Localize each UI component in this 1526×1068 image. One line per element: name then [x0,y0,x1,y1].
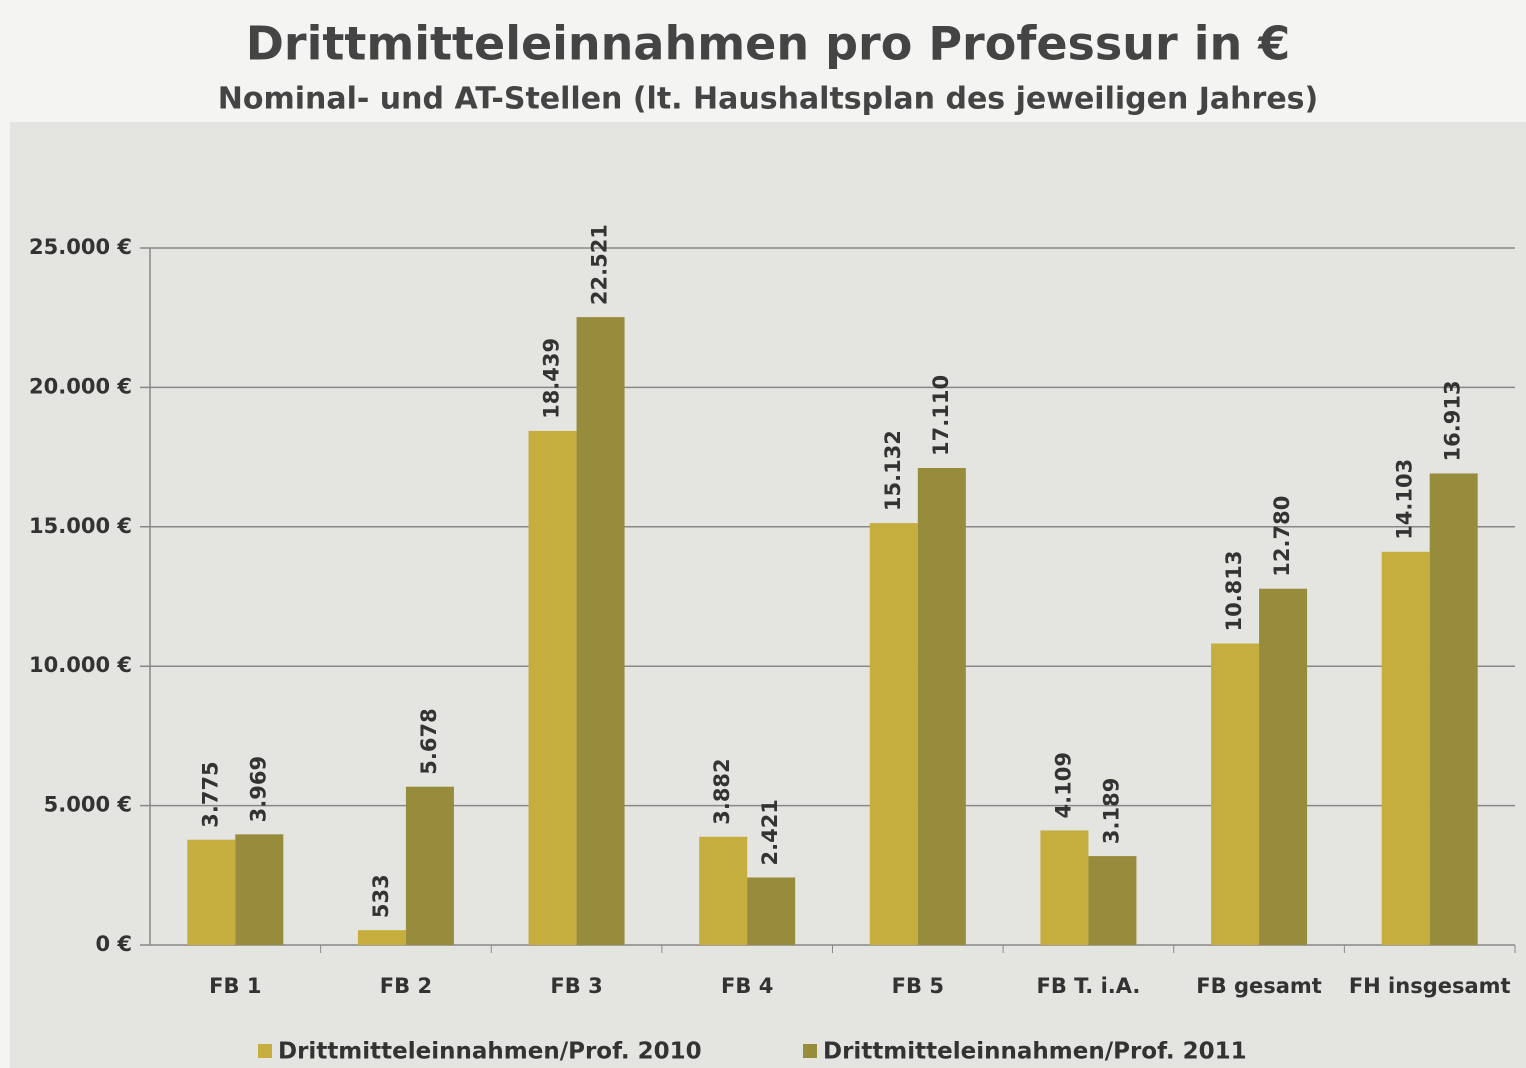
x-tick-label: FB gesamt [1196,974,1322,998]
y-tick-label: 0 € [95,932,132,956]
y-tick-label: 15.000 € [29,514,132,538]
legend-label: Drittmitteleinnahmen/Prof. 2010 [278,1039,702,1065]
value-label: 2.421 [758,799,782,865]
value-label: 3.775 [198,761,222,827]
bar [187,839,236,945]
y-tick-label: 20.000 € [29,374,132,398]
value-label: 15.132 [881,430,905,511]
x-tick-label: FB 5 [892,974,944,998]
bar [1259,588,1308,945]
legend-label: Drittmitteleinnahmen/Prof. 2011 [823,1039,1247,1065]
value-label: 17.110 [929,375,953,456]
value-label: 10.813 [1222,550,1246,631]
bar [576,317,625,946]
x-tick-label: FB T. i.A. [1036,974,1140,998]
legend-swatch [258,1044,272,1058]
bar [869,523,918,945]
x-tick-label: FB 1 [209,974,261,998]
y-tick-label: 5.000 € [44,793,132,817]
bar [357,930,406,945]
x-tick-label: FB 4 [721,974,773,998]
value-label: 16.913 [1441,380,1465,461]
y-tick-label: 10.000 € [29,653,132,677]
bar [235,834,284,945]
y-tick-label: 25.000 € [29,235,132,259]
value-label: 3.969 [246,756,270,822]
value-label: 4.109 [1051,752,1075,818]
bar [405,786,454,945]
legend-swatch [803,1044,817,1058]
bar [1381,551,1430,945]
value-label: 5.678 [417,708,441,774]
value-label: 533 [369,874,393,918]
value-label: 12.780 [1270,496,1294,577]
bar [747,877,796,945]
bar [917,467,966,945]
value-label: 18.439 [540,338,564,419]
chart-title: Drittmitteleinnahmen pro Professur in € [246,17,1291,71]
value-label: 3.189 [1099,778,1123,844]
bar [1211,643,1260,945]
bar [1429,473,1478,945]
bar [1040,830,1089,945]
x-tick-label: FB 2 [380,974,432,998]
bar [1088,856,1137,945]
chart-subtitle: Nominal- und AT-Stellen (lt. Haushaltspl… [218,82,1318,117]
value-label: 22.521 [588,224,612,305]
x-tick-label: FH insgesamt [1349,974,1511,998]
bar [699,836,748,945]
value-label: 14.103 [1393,459,1417,540]
x-tick-label: FB 3 [550,974,602,998]
bar [528,430,577,946]
value-label: 3.882 [710,758,734,824]
